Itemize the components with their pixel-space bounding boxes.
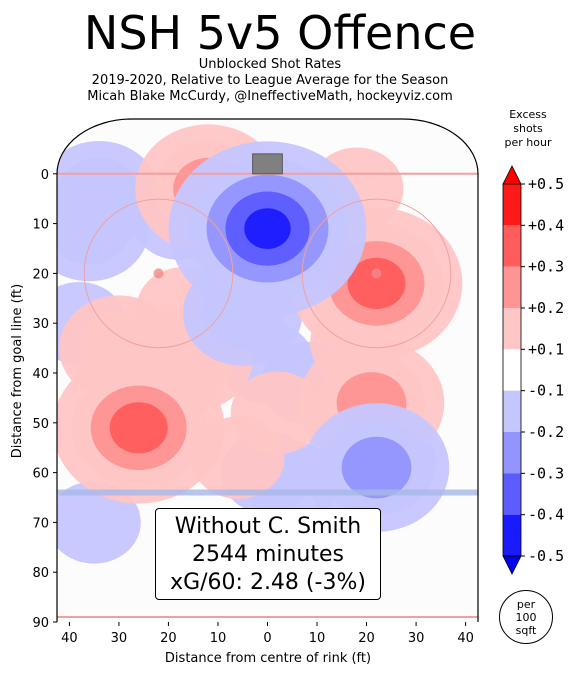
x-tick-label: 20 xyxy=(160,631,177,646)
colorbar-segment xyxy=(503,473,521,515)
unit-badge-line: sqft xyxy=(515,623,537,637)
colorbar-segment xyxy=(503,266,521,308)
colorbar-title-line: per hour xyxy=(504,136,552,149)
colorbar-segment xyxy=(503,432,521,474)
y-tick-label: 80 xyxy=(32,566,49,581)
unit-badge: per 100 sqft xyxy=(499,590,553,644)
y-tick-label: 50 xyxy=(32,417,49,432)
y-tick-label: 40 xyxy=(32,367,49,382)
axes: 40 30 20 10 0 10 20 30 40 0 10 20 30 40 50 60 70 80 90 xyxy=(32,168,473,646)
colorbar-segment xyxy=(503,225,521,267)
colorbar-tick-label: -0.2 xyxy=(528,423,564,441)
x-tick-label: 10 xyxy=(210,631,227,646)
colorbar-segment xyxy=(503,308,521,350)
rink-markings xyxy=(57,172,478,619)
y-tick-label: 10 xyxy=(32,218,49,233)
colorbar-tick-label: +0.2 xyxy=(528,299,564,317)
x-tick-label: 0 xyxy=(263,631,271,646)
colorbar-title: Excess shots per hour xyxy=(500,108,556,150)
colorbar-tick-label: +0.3 xyxy=(528,258,564,276)
colorbar-tick-label: -0.4 xyxy=(528,506,564,524)
unit-badge-line: per xyxy=(516,597,536,611)
colorbar-tick-label: -0.1 xyxy=(528,382,564,400)
faceoff-circle xyxy=(301,198,452,349)
faceoff-dot xyxy=(371,268,382,279)
colorbar-segment xyxy=(503,349,521,391)
subtitle-line-1: Unblocked Shot Rates xyxy=(198,57,342,72)
goal-net xyxy=(252,153,283,175)
subtitle-line-3: Micah Blake McCurdy, @IneffectiveMath, h… xyxy=(87,89,453,104)
heatmap-layer xyxy=(57,124,463,564)
heat-contour xyxy=(57,481,141,564)
info-line-minutes: 2544 minutes xyxy=(191,542,345,567)
x-tick-label: 30 xyxy=(111,631,128,646)
colorbar-title-line: shots xyxy=(513,122,543,135)
colorbar-segment xyxy=(503,184,521,226)
x-tick-label: 40 xyxy=(61,631,78,646)
x-tick-label: 20 xyxy=(358,631,375,646)
chart-title: NSH 5v5 Offence xyxy=(83,6,477,60)
colorbar-tick-label: +0.4 xyxy=(528,216,564,234)
colorbar: +0.5 +0.4 +0.3 +0.2 +0.1 -0.1 -0.2 -0.3 -0.4 -0.5 xyxy=(502,165,564,575)
y-tick-label: 0 xyxy=(41,168,49,183)
subtitle-line-2: 2019-2020, Relative to League Average fo… xyxy=(91,73,449,88)
heat-contour xyxy=(347,257,406,309)
colorbar-segment xyxy=(503,514,521,556)
x-axis-label: Distance from centre of rink (ft) xyxy=(165,651,371,666)
info-box: Without C. Smith 2544 minutes xG/60: 2.4… xyxy=(155,508,381,600)
x-tick-label: 40 xyxy=(457,631,474,646)
y-tick-label: 70 xyxy=(32,516,49,531)
heat-contour xyxy=(244,208,291,250)
y-tick-label: 30 xyxy=(32,317,49,332)
colorbar-min-arrow xyxy=(502,555,522,575)
colorbar-frame xyxy=(502,183,522,557)
faceoff-circle xyxy=(83,198,234,349)
rink-boards xyxy=(56,118,479,622)
x-tick-label: 10 xyxy=(309,631,326,646)
y-tick-label: 60 xyxy=(32,467,49,482)
y-tick-label: 90 xyxy=(32,616,49,631)
info-line-player: Without C. Smith xyxy=(174,514,362,539)
info-line-xg: xG/60: 2.48 (-3%) xyxy=(170,570,366,595)
heat-contour xyxy=(341,436,412,499)
colorbar-tick-label: -0.5 xyxy=(528,547,564,565)
colorbar-tick-label: +0.5 xyxy=(528,175,564,193)
unit-badge-line: 100 xyxy=(515,610,537,624)
x-tick-label: 30 xyxy=(408,631,425,646)
colorbar-tick-label: +0.1 xyxy=(528,340,564,358)
y-axis-label: Distance from goal line (ft) xyxy=(10,284,25,458)
colorbar-max-arrow xyxy=(502,165,522,185)
colorbar-tick-label: -0.3 xyxy=(528,464,564,482)
faceoff-dot xyxy=(153,268,164,279)
y-tick-label: 20 xyxy=(32,267,49,282)
colorbar-title-line: Excess xyxy=(509,108,547,121)
colorbar-segment xyxy=(503,390,521,432)
heat-contour xyxy=(57,192,130,265)
heat-contour xyxy=(109,402,168,454)
